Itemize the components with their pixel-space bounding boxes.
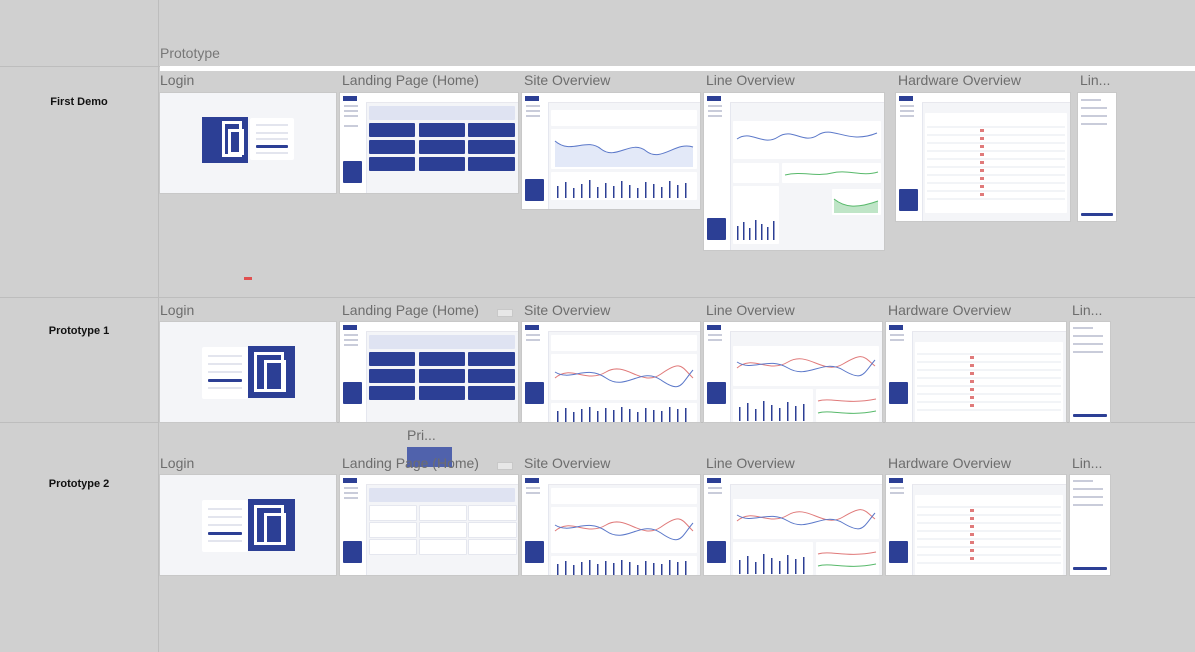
login-card xyxy=(202,347,248,399)
line-overview-frame-thumbnail[interactable] xyxy=(704,322,882,422)
row-label-first-demo[interactable]: First Demo xyxy=(50,96,108,108)
row-label-prototype-1[interactable]: Prototype 1 xyxy=(48,325,110,337)
brand-logo xyxy=(248,499,295,551)
landing-frame-thumbnail[interactable] xyxy=(340,475,518,575)
login-frame-thumbnail[interactable] xyxy=(160,93,336,193)
site-overview-frame-thumbnail[interactable] xyxy=(522,475,700,575)
frame-title-login[interactable]: Login xyxy=(160,302,195,318)
lin-frame-thumbnail[interactable] xyxy=(1070,322,1110,422)
frame-title-line[interactable]: Line Overview xyxy=(706,455,795,471)
lin-frame-thumbnail[interactable] xyxy=(1070,475,1110,575)
frame-title-landing[interactable]: Landing Page (Home) xyxy=(342,72,479,88)
frame-title-hardware[interactable]: Hardware Overview xyxy=(888,455,1011,471)
section-header-bar[interactable] xyxy=(160,66,1195,71)
frame-badge[interactable] xyxy=(497,462,513,470)
login-card xyxy=(202,500,248,552)
frame-title-site[interactable]: Site Overview xyxy=(524,455,611,471)
site-overview-frame-thumbnail[interactable] xyxy=(522,322,700,422)
login-card xyxy=(250,118,294,160)
frame-title-site[interactable]: Site Overview xyxy=(524,302,611,318)
frame-title-site[interactable]: Site Overview xyxy=(524,72,611,88)
frame-title-login[interactable]: Login xyxy=(160,455,195,471)
frame-title-lin[interactable]: Lin... xyxy=(1080,72,1111,88)
brand-logo xyxy=(248,346,295,398)
lin-frame-thumbnail[interactable] xyxy=(1078,93,1116,221)
floating-frame-title[interactable]: Pri... xyxy=(407,427,436,443)
landing-frame-thumbnail[interactable] xyxy=(340,322,518,422)
comment-marker[interactable] xyxy=(244,277,252,280)
canvas-row-divider xyxy=(0,297,1195,298)
brand-logo xyxy=(202,117,248,163)
line-overview-frame-thumbnail[interactable] xyxy=(704,475,882,575)
login-frame-thumbnail[interactable] xyxy=(160,475,336,575)
frame-title-line[interactable]: Line Overview xyxy=(706,302,795,318)
floating-frame-block[interactable] xyxy=(407,447,452,467)
frame-title-landing[interactable]: Landing Page (Home) xyxy=(342,302,479,318)
landing-frame-thumbnail[interactable] xyxy=(340,93,518,193)
frame-title-lin[interactable]: Lin... xyxy=(1072,455,1103,471)
frame-title-line[interactable]: Line Overview xyxy=(706,72,795,88)
site-overview-frame-thumbnail[interactable] xyxy=(522,93,700,209)
login-frame-thumbnail[interactable] xyxy=(160,322,336,422)
row-label-prototype-2[interactable]: Prototype 2 xyxy=(48,478,110,490)
frame-title-hardware[interactable]: Hardware Overview xyxy=(898,72,1021,88)
hardware-overview-frame-thumbnail[interactable] xyxy=(896,93,1070,221)
canvas-vertical-guide xyxy=(158,0,159,652)
line-overview-frame-thumbnail[interactable] xyxy=(704,93,884,250)
frame-badge[interactable] xyxy=(497,309,513,317)
frame-title-login[interactable]: Login xyxy=(160,72,195,88)
hardware-overview-frame-thumbnail[interactable] xyxy=(886,322,1066,422)
canvas-row-divider xyxy=(0,422,1195,423)
hardware-overview-frame-thumbnail[interactable] xyxy=(886,475,1066,575)
section-title[interactable]: Prototype xyxy=(160,45,220,61)
frame-title-hardware[interactable]: Hardware Overview xyxy=(888,302,1011,318)
frame-title-lin[interactable]: Lin... xyxy=(1072,302,1103,318)
frame-title-landing[interactable]: Landing Page (Home) xyxy=(342,455,479,471)
